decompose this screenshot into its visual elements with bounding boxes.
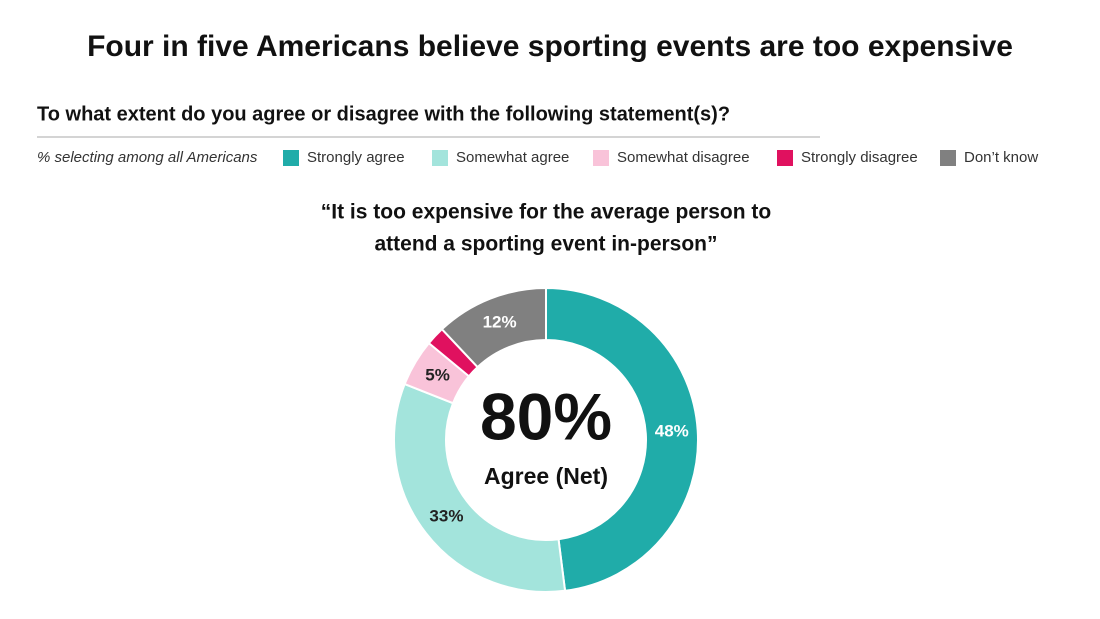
data-label: 5%	[425, 365, 450, 384]
donut-segment	[440, 286, 547, 369]
legend-label: Strongly disagree	[801, 149, 918, 166]
donut-segment	[393, 382, 567, 593]
legend-swatch	[593, 150, 609, 166]
legend-note: % selecting among all Americans	[37, 149, 258, 166]
question: To what extent do you agree or disagree …	[37, 103, 730, 125]
legend-label: Strongly agree	[307, 149, 405, 166]
donut-segment	[545, 286, 699, 592]
data-label: 33%	[429, 507, 463, 526]
page-title: Four in five Americans believe sporting …	[87, 30, 1013, 63]
legend-swatch	[432, 150, 448, 166]
center-caption: Agree (Net)	[484, 463, 608, 489]
legend-swatch	[283, 150, 299, 166]
legend-swatch	[777, 150, 793, 166]
legend-label: Somewhat disagree	[617, 149, 750, 166]
legend-swatch	[940, 150, 956, 166]
chart-title: “It is too expensive for the average per…	[321, 201, 771, 224]
legend-label: Don’t know	[964, 149, 1038, 166]
legend-label: Somewhat agree	[456, 149, 569, 166]
chart-title: attend a sporting event in-person”	[374, 233, 717, 256]
center-value: 80%	[480, 379, 612, 453]
data-label: 12%	[483, 312, 517, 331]
data-label: 48%	[655, 422, 689, 441]
